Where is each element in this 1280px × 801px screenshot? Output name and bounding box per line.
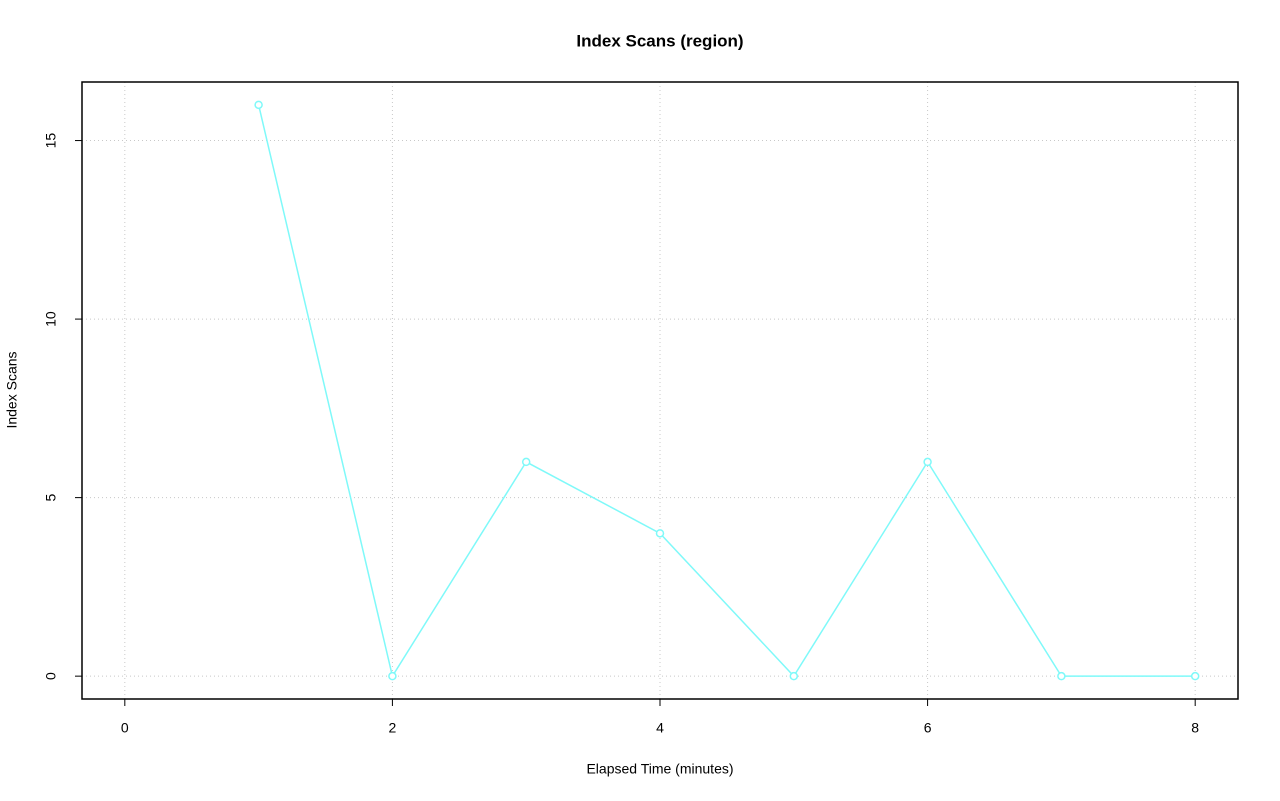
chart-title: Index Scans (region) [576, 31, 743, 50]
y-tick-label: 10 [43, 311, 59, 327]
data-point [521, 457, 531, 467]
x-tick-label: 4 [656, 720, 664, 736]
data-point [923, 457, 932, 467]
data-point [1190, 671, 1200, 681]
data-point [1057, 671, 1066, 681]
x-tick-label: 2 [389, 720, 397, 736]
y-tick-label: 15 [43, 133, 59, 149]
data-point [789, 671, 799, 681]
series-line [257, 104, 1196, 679]
data-point [655, 529, 665, 538]
x-tick-label: 8 [1191, 720, 1199, 736]
plot-frame [81, 81, 1239, 700]
y-tick-label: 0 [43, 672, 59, 680]
x-axis-label: Elapsed Time (minutes) [586, 761, 733, 777]
x-tick-label: 0 [121, 720, 129, 736]
data-point [388, 671, 397, 681]
y-axis-label: Index Scans [4, 351, 20, 428]
data-point [254, 100, 263, 110]
x-tick-label: 6 [924, 720, 932, 736]
y-tick-label: 5 [43, 494, 59, 502]
